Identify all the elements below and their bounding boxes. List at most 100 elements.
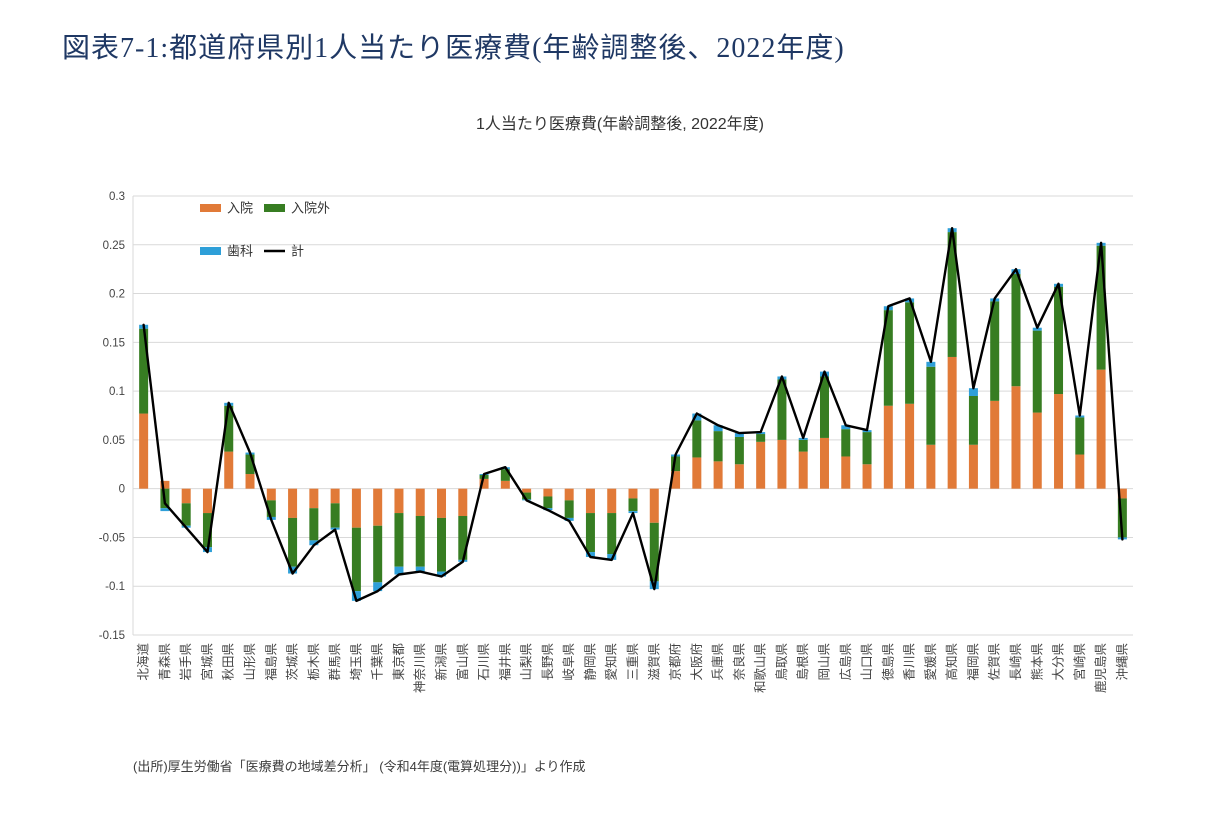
bar-segment-inpatient <box>990 400 1000 489</box>
bar-segment-inpatient <box>437 488 447 518</box>
x-axis-label: 山形県 <box>243 643 257 681</box>
legend-label-inpatient: 入院 <box>227 201 253 216</box>
bar-segment-inpatient <box>862 464 872 489</box>
bar-segment-outpatient <box>819 376 829 438</box>
x-axis-label: 静岡県 <box>583 643 597 681</box>
bar-segment-inpatient <box>1117 488 1127 499</box>
x-axis-label: 富山県 <box>455 643 470 681</box>
x-axis-label: 岩手県 <box>178 643 193 681</box>
x-axis-label: 埼玉県 <box>349 643 363 681</box>
y-axis-tick-label: 0.05 <box>103 435 125 447</box>
bar-segment-inpatient <box>373 488 383 526</box>
total-line <box>142 226 1124 603</box>
x-axis-label: 岡山県 <box>817 643 831 681</box>
x-axis-label: 宮城県 <box>199 643 214 681</box>
bar-segment-inpatient <box>224 451 234 489</box>
bar-segment-inpatient <box>479 478 489 489</box>
bar-segment-inpatient <box>841 456 851 489</box>
bar-segment-outpatient <box>139 328 149 414</box>
bar-segment-inpatient <box>309 488 319 509</box>
y-axis-tick-label: 0.1 <box>109 386 125 398</box>
bar-segment-inpatient <box>798 451 808 489</box>
x-axis-label: 長崎県 <box>1009 643 1023 681</box>
x-axis-label: 愛知県 <box>605 643 619 681</box>
x-axis-label: 青森県 <box>157 643 172 681</box>
y-axis-tick-label: 0.15 <box>103 337 125 349</box>
bar-segment-inpatient <box>160 480 170 489</box>
bar-segment-inpatient <box>351 488 361 528</box>
bar-segment-outpatient <box>373 525 383 583</box>
bar-segment-outpatient <box>862 432 872 465</box>
bar-segment-outpatient <box>1096 245 1106 370</box>
bar-segment-outpatient <box>351 527 361 592</box>
y-axis-tick-label: 0.25 <box>103 240 125 252</box>
bar-segment-outpatient <box>415 515 425 567</box>
bar-segment-inpatient <box>139 413 149 489</box>
bar-segment-outpatient <box>926 366 936 445</box>
x-axis-label: 山梨県 <box>520 643 534 681</box>
x-axis-labels-group: 北海道 青森県 岩手県 宮城県 秋田県 山形県 福島県 茨城県 栃木県 群馬県 埼玉県 千葉県 東京都神… <box>136 643 1130 694</box>
bar-segment-dental <box>585 552 595 557</box>
x-axis-label: 愛媛県 <box>924 643 938 681</box>
x-axis-label: 鳥取県 <box>774 643 789 681</box>
x-axis-label: 茨城県 <box>286 643 300 681</box>
x-axis-label: 島根県 <box>795 643 810 681</box>
bar-segment-inpatient <box>756 441 766 489</box>
bar-segment-dental <box>309 540 319 546</box>
bar-segment-inpatient <box>500 480 510 489</box>
bar-segment-outpatient <box>990 301 1000 401</box>
legend-swatch-outpatient <box>264 204 285 212</box>
bar-segment-outpatient <box>224 405 234 452</box>
bar-segment-inpatient <box>1011 386 1021 489</box>
bar-segment-outpatient <box>1117 498 1127 538</box>
y-axis-tick-label: 0.3 <box>109 191 125 203</box>
bar-segment-dental <box>1032 327 1042 331</box>
x-axis-label: 兵庫県 <box>711 643 725 681</box>
x-axis-label: 東京都 <box>392 643 406 681</box>
bar-segment-inpatient <box>905 403 915 489</box>
x-axis-label: 神奈川県 <box>413 643 427 693</box>
bar-segment-inpatient <box>1054 394 1064 489</box>
bar-segment-outpatient <box>734 436 744 465</box>
y-axis-tick-label: 0 <box>119 484 125 496</box>
bar-segment-dental <box>713 425 723 432</box>
x-axis-label: 栃木県 <box>307 643 321 681</box>
bar-segment-outpatient <box>245 454 255 475</box>
legend-label-outpatient: 入院外 <box>291 201 330 216</box>
bar-segment-inpatient <box>266 488 276 501</box>
bar-segment-inpatient <box>394 488 404 514</box>
bar-segment-inpatient <box>734 464 744 489</box>
bar-segment-inpatient <box>968 444 978 489</box>
x-axis-label: 三重県 <box>625 643 640 681</box>
x-axis-label: 京都府 <box>668 643 683 681</box>
x-axis-label: 千葉県 <box>371 643 385 681</box>
x-axis-label: 佐賀県 <box>988 643 1002 681</box>
bar-segment-inpatient <box>1032 412 1042 489</box>
x-axis-label: 宮崎県 <box>1072 643 1087 681</box>
bar-segment-inpatient <box>1096 369 1106 489</box>
bar-segment-dental <box>734 433 744 437</box>
legend-swatch-inpatient <box>200 204 221 212</box>
bar-segment-dental <box>394 566 404 575</box>
bar-segment-outpatient <box>437 517 447 572</box>
bar-segment-dental <box>564 517 574 521</box>
bar-segment-inpatient <box>607 488 617 514</box>
x-axis-label: 和歌山県 <box>753 643 768 693</box>
bar-segment-inpatient <box>947 356 957 489</box>
bar-segment-outpatient <box>692 420 702 458</box>
bar-segment-outpatient <box>543 496 553 509</box>
bar-segment-dental <box>968 388 978 396</box>
bar-segment-outpatient <box>883 310 893 406</box>
bar-segment-outpatient <box>330 503 340 528</box>
bar-segment-outpatient <box>777 379 787 440</box>
bar-segment-outpatient <box>671 456 681 472</box>
bar-segment-dental <box>437 571 447 577</box>
legend-label-total: 計 <box>291 244 304 259</box>
bar-segment-inpatient <box>671 471 681 489</box>
bar-segment-outpatient <box>905 302 915 404</box>
bar-segment-outpatient <box>181 503 191 526</box>
x-axis-label: 奈良県 <box>731 643 746 681</box>
x-axis-label: 徳島県 <box>880 643 895 681</box>
y-axis-tick-label: -0.05 <box>99 532 125 544</box>
